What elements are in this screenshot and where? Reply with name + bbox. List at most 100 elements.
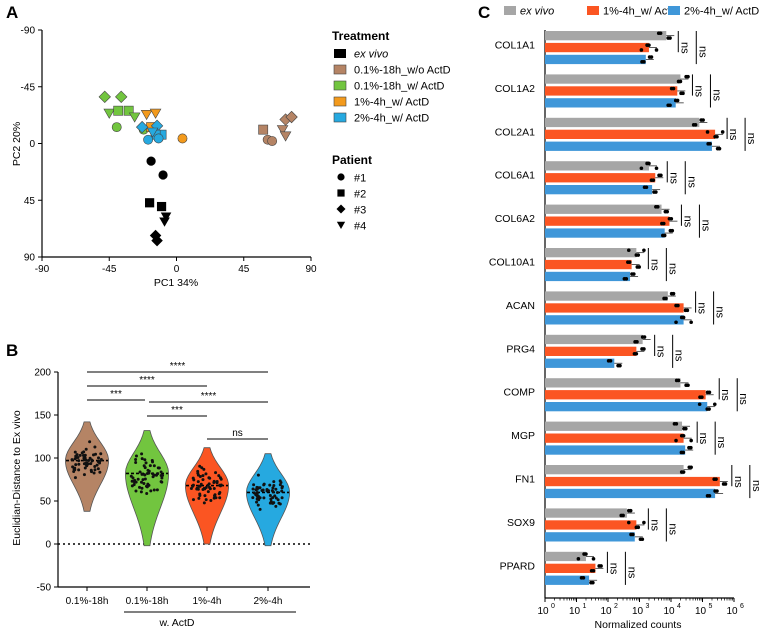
bar bbox=[545, 129, 716, 139]
ns-label: ns bbox=[685, 176, 697, 188]
bar-data-point bbox=[576, 557, 581, 561]
pca-point bbox=[279, 131, 292, 142]
bar-data-point bbox=[640, 537, 645, 542]
violin-data-point bbox=[77, 459, 81, 463]
bar-data-point bbox=[714, 477, 718, 481]
pca-point bbox=[98, 90, 111, 104]
violin-data-point bbox=[256, 503, 260, 507]
bar-data-point bbox=[684, 426, 688, 431]
violin-x-tick-label: 0.1%-18h bbox=[126, 596, 169, 607]
violin-data-point bbox=[209, 499, 213, 503]
violin-data-point bbox=[80, 451, 84, 455]
bar-data-point bbox=[624, 277, 629, 281]
pca-ylabel: PC2 20% bbox=[11, 122, 23, 166]
violin-data-point bbox=[78, 453, 82, 457]
pca-point bbox=[145, 198, 155, 208]
ns-label: ns bbox=[648, 259, 660, 271]
violin-data-point bbox=[134, 454, 138, 458]
bar-data-point bbox=[626, 248, 631, 253]
bar-data-point bbox=[591, 580, 595, 585]
bar bbox=[545, 248, 637, 258]
gene-label: FN1 bbox=[515, 474, 535, 486]
violin-data-point bbox=[138, 470, 142, 474]
bar-data-point bbox=[637, 265, 641, 269]
violin-ylabel: Euclidian-Distance to Ex vivo bbox=[11, 410, 23, 546]
bar bbox=[545, 315, 684, 325]
violin-data-point bbox=[136, 477, 140, 481]
bar-data-point bbox=[584, 552, 588, 556]
bar-data-point bbox=[689, 320, 693, 325]
violin-data-point bbox=[271, 486, 275, 490]
violin-data-point bbox=[272, 480, 276, 484]
bar bbox=[545, 161, 649, 171]
ns-label: ns bbox=[625, 567, 637, 579]
bar-data-point bbox=[717, 146, 722, 151]
bar-x-tick-exponent: 5 bbox=[709, 603, 713, 610]
violin-data-point bbox=[204, 498, 208, 502]
violin-data-point bbox=[257, 498, 261, 502]
violin-data-point bbox=[96, 467, 100, 471]
bar-data-point bbox=[662, 233, 667, 238]
violin-data-point bbox=[77, 462, 81, 466]
pca-point bbox=[103, 108, 116, 119]
bar bbox=[545, 303, 684, 313]
violin-data-point bbox=[146, 468, 150, 472]
bar bbox=[545, 271, 631, 282]
violin-data-point bbox=[155, 488, 159, 492]
bar bbox=[545, 520, 637, 530]
violin-data-point bbox=[219, 477, 223, 481]
ns-label: ns bbox=[737, 393, 749, 405]
bar-data-point bbox=[628, 508, 633, 513]
bar-x-tick-exponent: 0 bbox=[551, 603, 555, 610]
violin-data-point bbox=[212, 487, 216, 491]
bar-data-point bbox=[681, 470, 686, 474]
violin-data-point bbox=[254, 492, 258, 496]
ns-label: ns bbox=[745, 133, 757, 145]
bar-data-point bbox=[701, 118, 705, 122]
bar-data-point bbox=[632, 272, 636, 276]
violin-data-point bbox=[74, 454, 78, 458]
legend-treatment-swatch bbox=[333, 96, 347, 107]
violin-data-point bbox=[214, 471, 218, 475]
violin-data-point bbox=[251, 487, 255, 491]
bar bbox=[545, 358, 615, 368]
violin-data-point bbox=[254, 488, 258, 492]
violin-data-point bbox=[196, 480, 200, 484]
legend-treatment-label: 0.1%-18h_w/ ActD bbox=[354, 81, 445, 93]
violin-data-point bbox=[134, 460, 138, 464]
legend-patient-title: Patient bbox=[332, 153, 372, 167]
violin-data-point bbox=[217, 474, 221, 478]
violin-data-point bbox=[142, 473, 146, 477]
bar-data-point bbox=[661, 221, 666, 226]
bar-data-point bbox=[642, 248, 646, 253]
pca-y-tick-label: 0 bbox=[29, 139, 35, 150]
violin-data-point bbox=[212, 481, 216, 485]
pca-y-tick-label: -45 bbox=[21, 82, 36, 93]
bar-data-point bbox=[669, 216, 674, 221]
bar-data-point bbox=[642, 60, 646, 64]
violin-data-point bbox=[130, 479, 134, 483]
pca-point bbox=[140, 110, 153, 121]
violin-data-point bbox=[149, 489, 153, 493]
violin-y-tick-label: 100 bbox=[34, 454, 51, 465]
bar bbox=[545, 433, 684, 443]
violin-data-point bbox=[129, 474, 133, 478]
violin-data-point bbox=[271, 501, 275, 505]
ns-label: ns bbox=[710, 89, 722, 101]
bar-data-point bbox=[642, 520, 646, 525]
violin-data-point bbox=[261, 488, 265, 492]
pca-point bbox=[111, 122, 122, 133]
violin-data-point bbox=[151, 475, 155, 479]
violin-data-point bbox=[280, 489, 284, 493]
violin-data-point bbox=[143, 477, 147, 481]
violin-data-point bbox=[134, 489, 138, 493]
legend-patient-marker bbox=[337, 189, 345, 197]
violin-data-point bbox=[252, 483, 256, 487]
bar bbox=[545, 551, 586, 562]
pca-y-tick-label: 90 bbox=[24, 253, 36, 264]
violin-data-point bbox=[93, 464, 97, 468]
comparison-label: **** bbox=[139, 375, 155, 386]
violin-data-point bbox=[134, 458, 138, 462]
pca-y-tick-label: -90 bbox=[21, 26, 36, 37]
